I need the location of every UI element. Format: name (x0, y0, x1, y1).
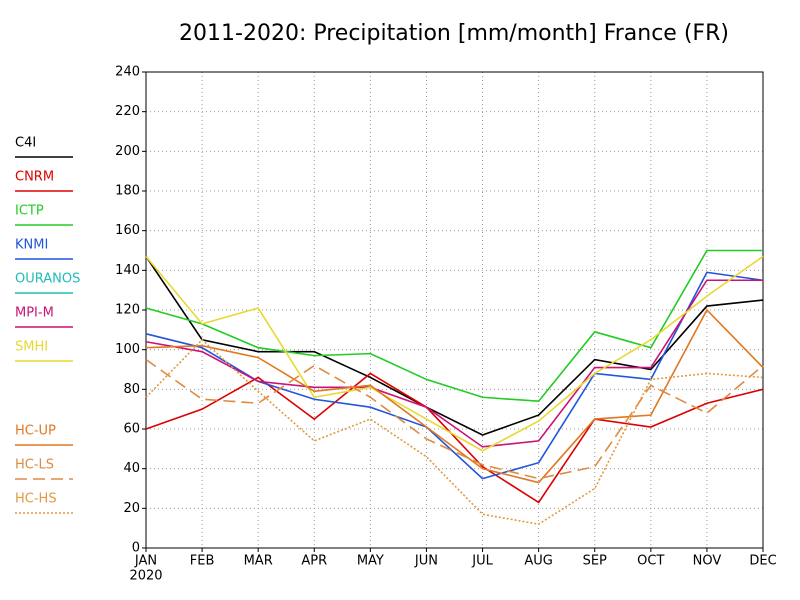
x-tick-label: JAN (134, 554, 157, 569)
series-line (145, 338, 764, 526)
y-tick-label: 180 (115, 184, 140, 199)
legend-label: ICTP (15, 204, 44, 219)
series-line (145, 372, 764, 504)
x-tick-label: MAY (357, 554, 384, 569)
x-tick-label: SEP (583, 554, 607, 569)
series-line (145, 255, 764, 452)
series-line (145, 256, 764, 436)
legend-label: HC-LS (15, 458, 54, 473)
x-tick-label: JUN (414, 554, 438, 569)
y-tick-label: 160 (115, 223, 140, 238)
y-tick-label: 120 (115, 303, 140, 318)
x-tick-label: NOV (693, 554, 722, 569)
y-tick-label: 140 (115, 263, 140, 278)
x-tick-label: APR (301, 554, 327, 569)
x-tick-label: JUL (471, 554, 493, 569)
x-sublabel: 2020 (129, 569, 162, 584)
y-tick-label: 220 (115, 104, 140, 119)
series-line (145, 358, 764, 480)
y-tick-label: 40 (123, 461, 140, 476)
legend-label: HC-HS (15, 492, 57, 507)
x-tick-label: OCT (637, 554, 664, 569)
x-tick-label: FEB (190, 554, 215, 569)
x-tick-label: DEC (749, 554, 776, 569)
legend-label: SMHI (15, 340, 48, 355)
chart-title: 2011-2020: Precipitation [mm/month] Fran… (179, 21, 729, 46)
legend-label: CNRM (15, 170, 54, 185)
y-tick-label: 20 (123, 501, 140, 516)
y-tick-label: 60 (123, 422, 140, 437)
series-line (145, 308, 764, 484)
plot-frame (145, 71, 764, 549)
y-tick-label: 200 (115, 144, 140, 159)
y-tick-label: 240 (115, 65, 140, 80)
legend-label: HC-UP (15, 424, 56, 439)
legend-label: C4I (15, 136, 36, 151)
x-tick-label: MAR (244, 554, 273, 569)
legend-label: OURANOS (15, 272, 80, 287)
series-line (145, 279, 763, 448)
legend-label: MPI-M (15, 306, 54, 321)
legend-label: KNMI (15, 238, 48, 253)
x-tick-label: AUG (524, 554, 552, 569)
y-tick-label: 100 (115, 342, 140, 357)
y-tick-label: 0 (132, 541, 140, 556)
y-tick-label: 80 (123, 382, 140, 397)
